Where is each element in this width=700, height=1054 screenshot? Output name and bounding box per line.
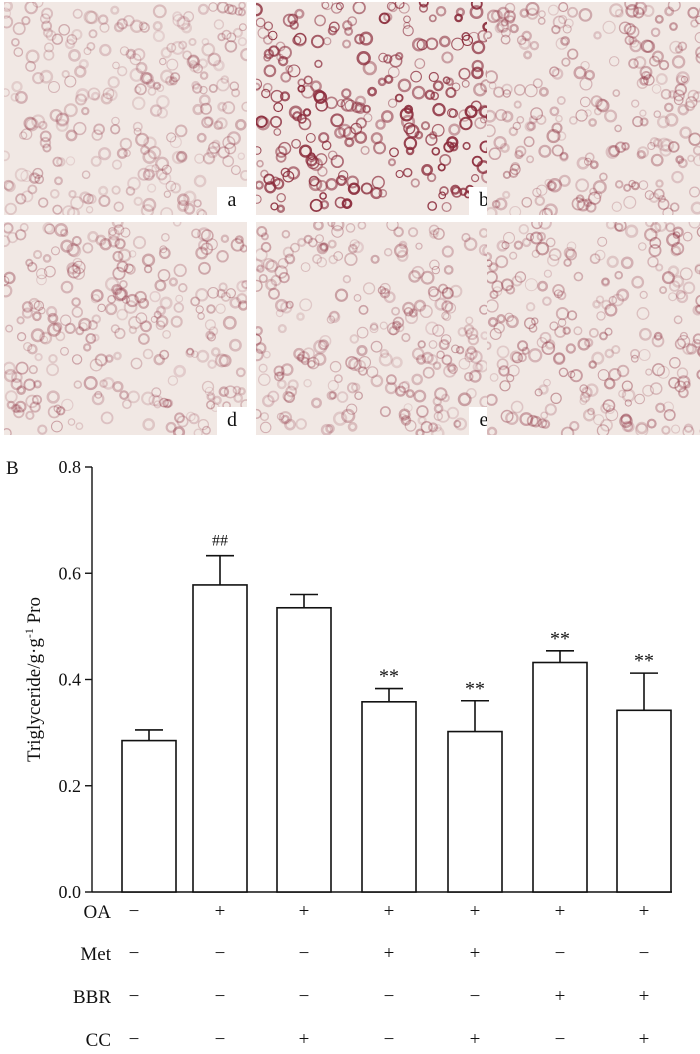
treatment-sign: − (129, 901, 140, 922)
treatment-label-cc: CC (86, 1030, 111, 1051)
treatment-label-oa: OA (84, 902, 112, 923)
treatment-sign: − (384, 986, 395, 1007)
significance-label: ## (212, 533, 228, 550)
bar (447, 730, 503, 893)
panel-b-letter: B (6, 458, 19, 479)
bar (361, 701, 417, 893)
significance-label: ** (550, 628, 570, 650)
y-tick-label: 0.6 (59, 563, 82, 583)
treatment-sign: − (470, 986, 481, 1007)
micrograph-d: d (4, 222, 247, 435)
micrograph-label-d: d (217, 407, 247, 435)
treatment-sign: − (555, 943, 566, 964)
treatment-sign: − (639, 943, 650, 964)
y-tick-label: 0.4 (59, 670, 82, 690)
treatment-sign: + (639, 901, 650, 922)
treatment-sign: − (129, 986, 140, 1007)
treatment-sign: + (299, 901, 310, 922)
micrograph-f: f (487, 222, 700, 435)
significance-label: ** (634, 650, 654, 672)
treatment-sign: + (215, 901, 226, 922)
bar (532, 661, 588, 893)
micrograph-label-a: a (217, 187, 247, 215)
micrograph-e: e (256, 222, 499, 435)
micrograph-c: c (487, 2, 700, 215)
treatment-sign: − (129, 943, 140, 964)
treatment-sign: − (129, 1029, 140, 1050)
treatment-label-bbr: BBR (73, 987, 111, 1008)
treatment-sign: + (384, 943, 395, 964)
y-tick-label: 0.2 (59, 776, 82, 796)
treatment-sign: + (555, 986, 566, 1007)
treatment-sign: + (470, 1029, 481, 1050)
micrograph-b: b (256, 2, 499, 215)
treatment-sign: + (470, 943, 481, 964)
significance-label: ** (465, 678, 485, 700)
treatment-sign: − (299, 986, 310, 1007)
significance-label: ** (379, 666, 399, 688)
treatment-sign: − (215, 1029, 226, 1050)
bar (276, 606, 332, 893)
treatment-sign: − (215, 986, 226, 1007)
treatment-sign: − (384, 1029, 395, 1050)
treatment-sign: + (470, 901, 481, 922)
bar (121, 739, 177, 893)
y-tick-label: 0.0 (59, 882, 82, 902)
treatment-sign: + (639, 986, 650, 1007)
y-axis-label: Triglyceride/g·g-1 Pro (22, 597, 45, 762)
treatment-sign: + (555, 901, 566, 922)
bar (192, 584, 248, 893)
micrograph-a: a (4, 2, 247, 215)
y-tick-label: 0.8 (59, 457, 82, 477)
triglyceride-bar-chart: 0.0 0.2 0.4 0.6 0.8 Triglyceride/g·g-1 Pro ## *… (22, 457, 672, 1051)
treatment-sign: + (639, 1029, 650, 1050)
bar (616, 709, 672, 893)
treatment-sign: − (299, 943, 310, 964)
treatment-sign: + (384, 901, 395, 922)
treatment-label-met: Met (80, 944, 111, 965)
treatment-sign: + (299, 1029, 310, 1050)
treatment-sign: − (215, 943, 226, 964)
treatment-sign: − (555, 1029, 566, 1050)
